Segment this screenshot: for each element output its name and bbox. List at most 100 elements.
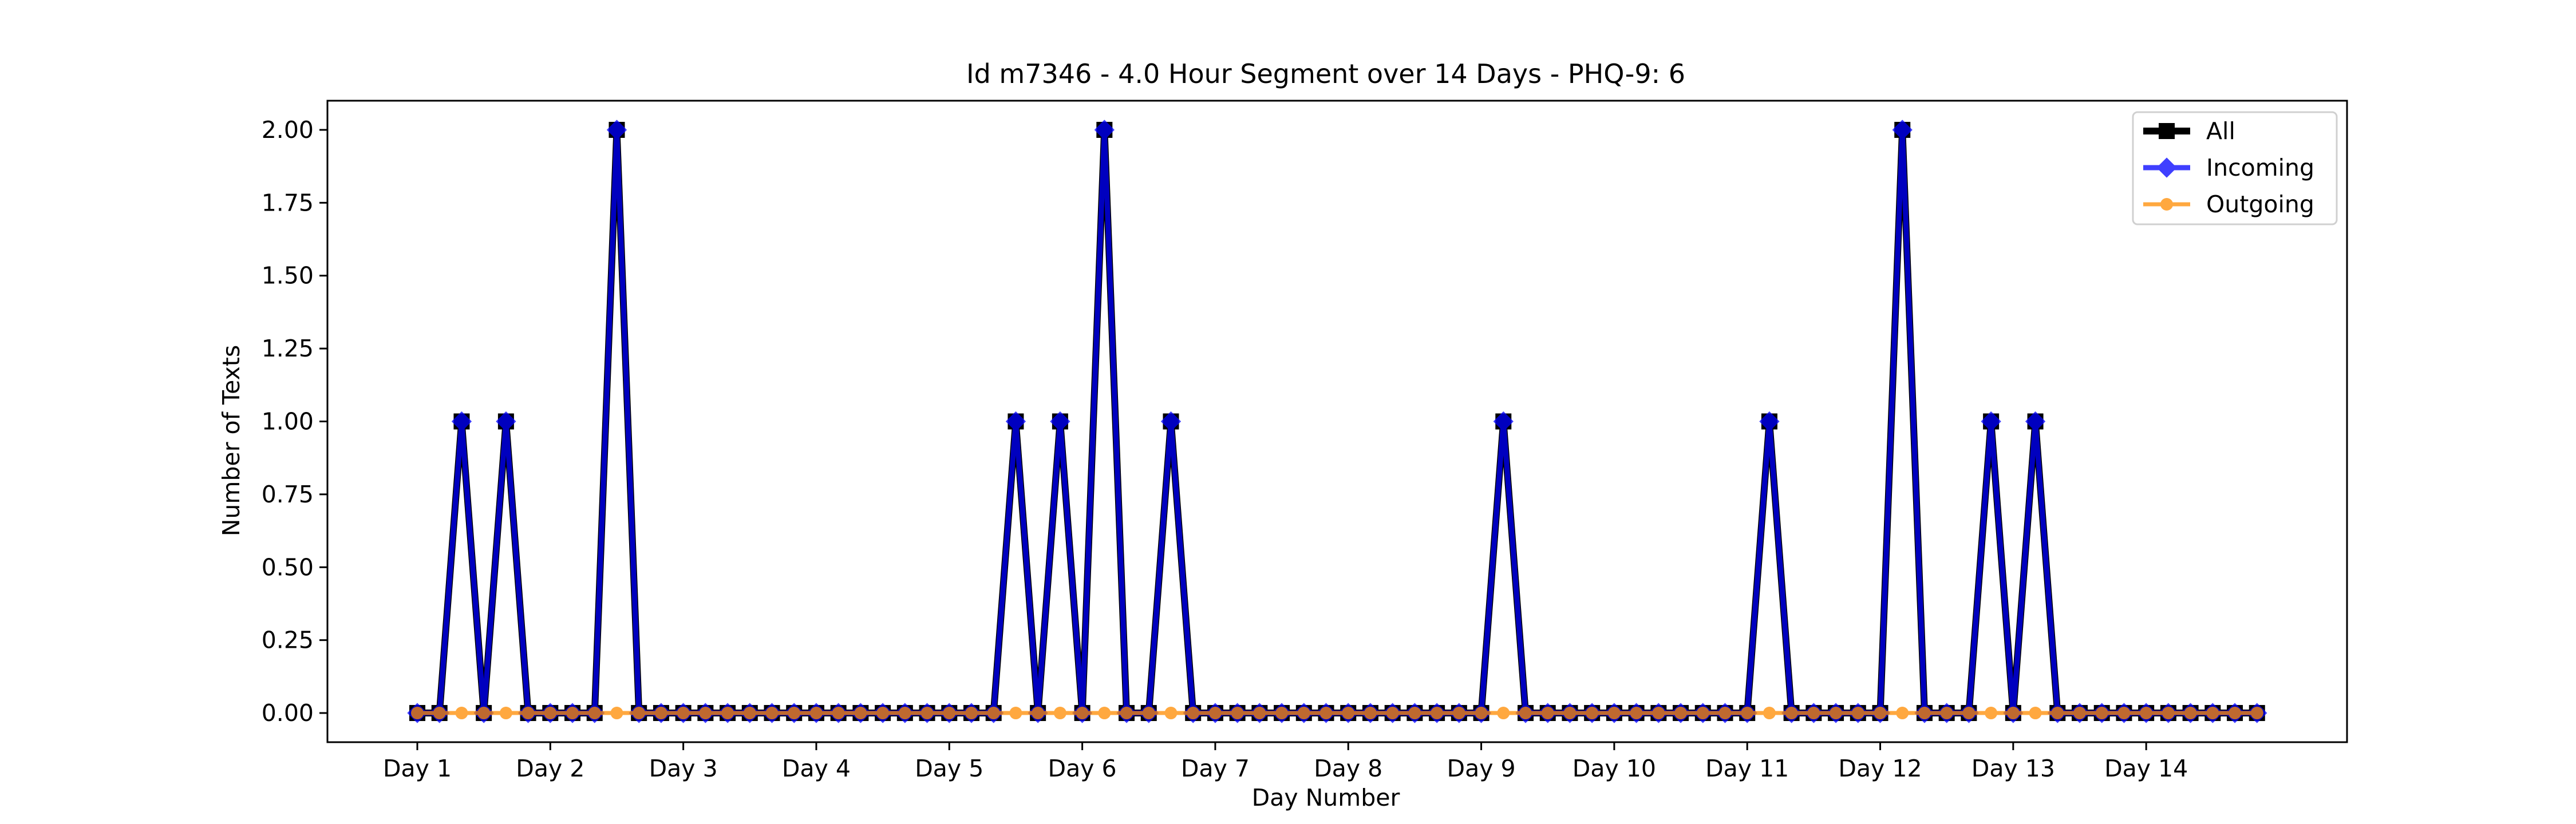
- legend: All Incoming Outgoing: [2132, 111, 2338, 225]
- y-tick-label: 1.00: [262, 408, 314, 435]
- data-point-outgoing: [1896, 707, 1909, 720]
- data-point-outgoing: [1630, 707, 1643, 720]
- data-point-outgoing: [1009, 707, 1022, 720]
- data-point-outgoing: [633, 707, 646, 720]
- y-tick-label: 1.75: [262, 189, 314, 216]
- data-point-outgoing: [2006, 707, 2020, 720]
- data-point-outgoing: [2229, 707, 2242, 720]
- data-point-outgoing: [832, 707, 845, 720]
- data-point-outgoing: [1851, 707, 1864, 720]
- data-point-outgoing: [1386, 707, 1399, 720]
- data-point-incoming: [1050, 411, 1070, 432]
- y-tick-label: 0.25: [262, 627, 314, 654]
- data-point-outgoing: [1741, 707, 1754, 720]
- data-point-outgoing: [455, 707, 468, 720]
- legend-label-all: All: [2206, 117, 2235, 145]
- data-point-outgoing: [1586, 707, 1599, 720]
- data-point-incoming: [1892, 120, 1913, 140]
- x-tick-label: Day 2: [516, 755, 584, 782]
- data-point-outgoing: [2051, 707, 2064, 720]
- y-tick-label: 0.00: [262, 699, 314, 727]
- data-point-outgoing: [2250, 707, 2263, 720]
- data-point-outgoing: [2073, 707, 2086, 720]
- data-point-outgoing: [2095, 707, 2108, 720]
- data-point-outgoing: [1452, 707, 1465, 720]
- data-point-incoming: [1094, 120, 1115, 140]
- data-point-outgoing: [1342, 707, 1355, 720]
- y-axis-label: Number of Texts: [218, 345, 245, 537]
- data-point-outgoing: [876, 707, 890, 720]
- legend-item-all: [2143, 123, 2190, 139]
- data-point-outgoing: [1718, 707, 1732, 720]
- x-tick-label: Day 13: [1971, 755, 2055, 782]
- x-tick-label: Day 4: [782, 755, 851, 782]
- data-point-outgoing: [411, 707, 424, 720]
- data-point-outgoing: [898, 707, 911, 720]
- data-point-outgoing: [1098, 707, 1111, 720]
- data-point-incoming: [1005, 411, 1026, 432]
- data-point-outgoing: [987, 707, 1000, 720]
- legend-label-incoming: Incoming: [2206, 154, 2314, 181]
- x-tick-label: Day 12: [1838, 755, 1922, 782]
- data-point-outgoing: [699, 707, 712, 720]
- data-point-outgoing: [1807, 707, 1820, 720]
- data-point-incoming: [606, 120, 627, 140]
- data-point-outgoing: [1874, 707, 1887, 720]
- data-point-incoming: [496, 411, 516, 432]
- legend-marker-outgoing: [2160, 198, 2173, 211]
- data-point-outgoing: [2140, 707, 2153, 720]
- data-point-outgoing: [1431, 707, 1444, 720]
- data-point-outgoing: [1475, 707, 1488, 720]
- data-point-outgoing: [499, 707, 512, 720]
- data-point-outgoing: [1319, 707, 1333, 720]
- y-tick-label: 0.50: [262, 553, 314, 581]
- data-point-outgoing: [1142, 707, 1155, 720]
- y-tick-label: 2.00: [262, 116, 314, 144]
- x-axis-label: Day Number: [1252, 784, 1400, 811]
- data-point-outgoing: [1696, 707, 1709, 720]
- data-point-outgoing: [1652, 707, 1665, 720]
- x-tick-label: Day 9: [1447, 755, 1516, 782]
- y-tick-label: 0.75: [262, 481, 314, 508]
- x-tick-label: Day 10: [1573, 755, 1656, 782]
- data-point-outgoing: [2206, 707, 2219, 720]
- data-point-outgoing: [1541, 707, 1554, 720]
- data-point-outgoing: [1563, 707, 1577, 720]
- data-point-outgoing: [1985, 707, 1998, 720]
- legend-label-outgoing: Outgoing: [2206, 191, 2314, 218]
- data-point-outgoing: [1187, 707, 1200, 720]
- data-point-outgoing: [1763, 707, 1776, 720]
- x-tick-label: Day 7: [1181, 755, 1250, 782]
- x-tick-label: Day 11: [1705, 755, 1789, 782]
- x-tick-label: Day 8: [1314, 755, 1382, 782]
- legend-frame: [2132, 111, 2338, 225]
- data-point-outgoing: [1275, 707, 1289, 720]
- data-point-outgoing: [2117, 707, 2131, 720]
- data-point-outgoing: [610, 707, 623, 720]
- data-point-incoming: [1493, 411, 1514, 432]
- data-point-outgoing: [566, 707, 579, 720]
- data-point-outgoing: [2029, 707, 2042, 720]
- data-point-outgoing: [920, 707, 934, 720]
- data-point-outgoing: [809, 707, 823, 720]
- data-point-outgoing: [1497, 707, 1510, 720]
- data-point-outgoing: [1120, 707, 1133, 720]
- data-point-incoming: [2025, 411, 2046, 432]
- y-tick-label: 1.25: [262, 335, 314, 362]
- x-tick-label: Day 1: [383, 755, 452, 782]
- data-point-incoming: [1759, 411, 1780, 432]
- data-point-outgoing: [1785, 707, 1798, 720]
- legend-marker-incoming: [2156, 157, 2177, 178]
- legend-item-incoming: [2143, 157, 2190, 178]
- data-point-outgoing: [721, 707, 734, 720]
- data-point-outgoing: [1408, 707, 1421, 720]
- data-point-incoming: [451, 411, 472, 432]
- data-point-outgoing: [477, 707, 491, 720]
- data-point-outgoing: [1674, 707, 1688, 720]
- data-point-outgoing: [765, 707, 779, 720]
- legend-item-outgoing: [2143, 198, 2190, 211]
- data-point-outgoing: [1519, 707, 1532, 720]
- data-point-outgoing: [965, 707, 978, 720]
- chart-title: Id m7346 - 4.0 Hour Segment over 14 Days…: [966, 58, 1685, 89]
